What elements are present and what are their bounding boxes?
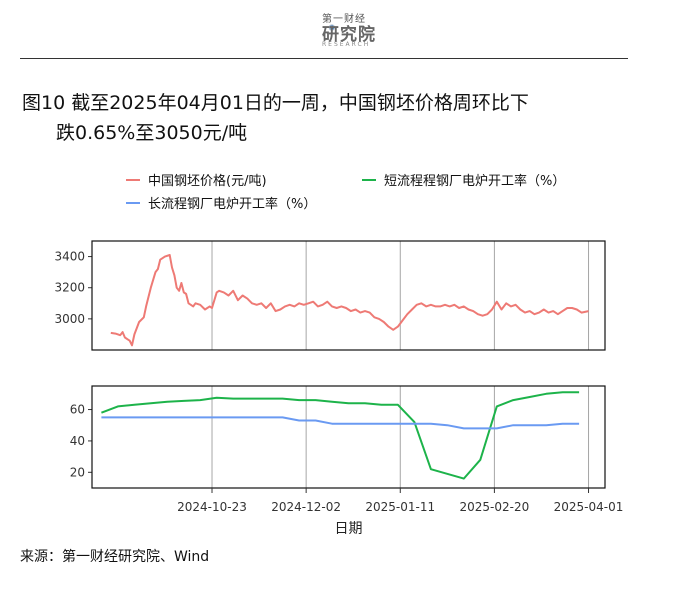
legend-short-process-swatch — [362, 178, 376, 181]
top-panel-frame — [91, 240, 606, 351]
bottom-panel: 20 40 60 2024-10-23 2024-12-02 2025-01-11 2025… — [70, 385, 624, 537]
bottom-series-line-1 — [101, 416, 580, 430]
x-axis-label: 日期 — [335, 521, 363, 537]
legend-long-process-swatch — [126, 201, 140, 204]
legend-billet-swatch — [126, 178, 140, 181]
legend-long-process-label: 长流程钢厂电炉开工率（%） — [148, 197, 317, 212]
logo-subtitle: 第一财经 — [322, 14, 366, 25]
legend-short-process-label: 短流程程钢厂电炉开工率（%） — [384, 174, 566, 189]
header-divider — [20, 58, 628, 59]
xtick-label: 2025-02-20 — [460, 500, 530, 514]
logo-title: 研究院 — [322, 25, 376, 45]
xtick-label: 2024-10-23 — [177, 500, 247, 514]
bottom-ytick-label: 60 — [70, 403, 85, 417]
legend-billet: 中国钢坯价格(元/吨) — [126, 170, 267, 189]
xtick-label: 2024-12-02 — [271, 500, 341, 514]
top-panel: 3000 3200 3400 — [54, 240, 606, 351]
top-ytick-label: 3400 — [54, 250, 85, 264]
bottom-ytick-label: 40 — [70, 434, 85, 448]
legend-short-process: 短流程程钢厂电炉开工率（%） — [362, 170, 565, 189]
bottom-panel-frame — [91, 385, 606, 489]
logo — [328, 24, 336, 31]
legend-long-process: 长流程钢厂电炉开工率（%） — [126, 193, 316, 212]
xtick-label: 2025-04-01 — [554, 500, 624, 514]
bottom-series-line-0 — [101, 391, 580, 480]
logo-english: RESEARCH — [322, 41, 371, 48]
legend-billet-label: 中国钢坯价格(元/吨) — [148, 174, 267, 189]
top-ytick-label: 3200 — [54, 281, 85, 295]
chart-title-line1: 图10 截至2025年04月01日的一周，中国钢坯价格周环比下 — [22, 92, 529, 114]
top-series-line-0 — [110, 254, 589, 347]
top-ytick-label: 3000 — [54, 312, 85, 326]
source-note: 来源：第一财经研究院、Wind — [20, 549, 210, 565]
bottom-ytick-label: 20 — [70, 465, 85, 479]
chart-title-line2: 跌0.65%至3050元/吨 — [56, 122, 248, 144]
xtick-label: 2025-01-11 — [365, 500, 435, 514]
